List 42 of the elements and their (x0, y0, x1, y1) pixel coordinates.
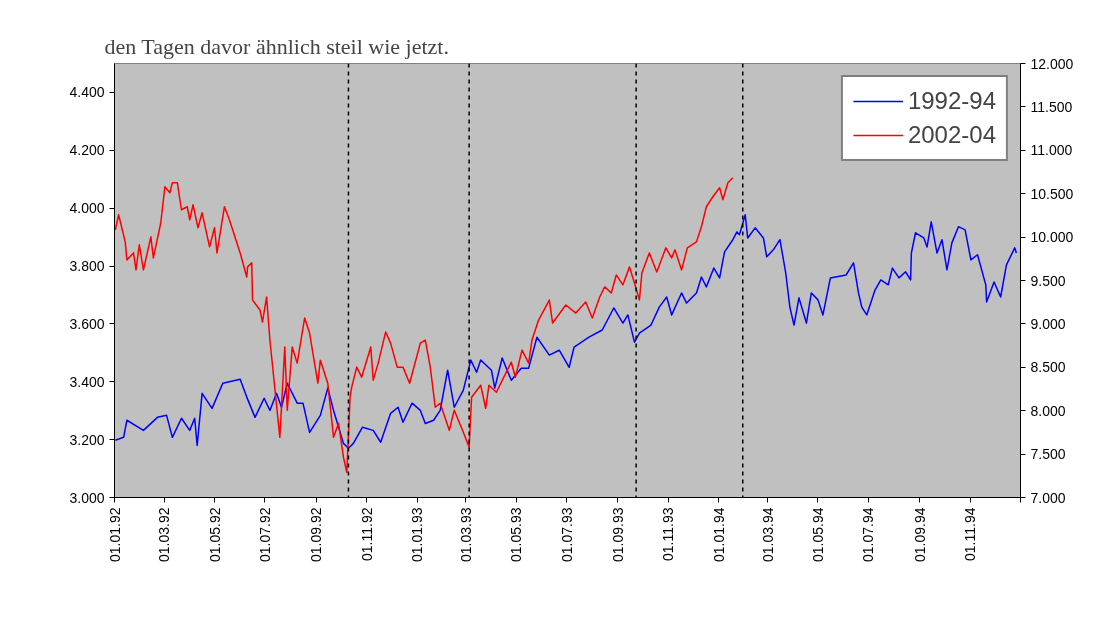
x-tick-label: 01.01.93 (409, 507, 426, 562)
y2-tick-label: 12.000 (1030, 55, 1074, 72)
y2-tick-label: 7.000 (1030, 489, 1066, 506)
y2-tick-label: 10.000 (1030, 229, 1074, 246)
y2-tick-label: 10.500 (1030, 185, 1074, 202)
y-tick-label: 3.200 (69, 431, 105, 448)
line-series (114, 176, 734, 474)
y2-tick-label: 11.500 (1030, 98, 1073, 115)
x-tick-label: 01.09.92 (308, 507, 325, 562)
x-tick-label: 01.05.94 (809, 507, 826, 562)
y-tick-label: 3.600 (69, 315, 105, 332)
x-tick-label: 01.11.92 (358, 507, 375, 561)
x-tick-label: 01.11.94 (962, 507, 979, 561)
x-tick-label: 01.09.94 (911, 507, 928, 562)
y-tick-label: 3.800 (69, 258, 105, 275)
y2-tick-label: 11.000 (1030, 142, 1073, 159)
y2-tick-label: 9.000 (1030, 315, 1066, 332)
y2-tick-label: 8.500 (1030, 359, 1066, 376)
legend-label: 2002-04 (907, 121, 996, 149)
x-tick-label: 01.07.94 (860, 507, 877, 562)
y2-tick-label: 9.500 (1030, 272, 1066, 289)
y2-tick-label: 8.000 (1030, 402, 1066, 419)
line-series (114, 214, 1018, 450)
x-tick-label: 01.09.93 (609, 507, 626, 562)
y-tick-label: 4.400 (69, 84, 105, 101)
y2-tick-label: 7.500 (1030, 446, 1066, 463)
x-tick-label: 01.11.93 (660, 507, 677, 561)
x-tick-label: 01.07.92 (256, 507, 273, 562)
text: den Tagen davor ähnlich steil wie jetzt. (104, 33, 449, 59)
x-tick-label: 01.07.93 (558, 507, 575, 562)
legend-label: 1992-94 (907, 87, 996, 115)
y-tick-label: 3.400 (69, 373, 105, 390)
x-tick-label: 01.05.92 (206, 507, 223, 562)
x-tick-label: 01.05.93 (508, 507, 525, 562)
x-tick-label: 01.01.92 (106, 507, 123, 562)
y-tick-label: 4.000 (69, 200, 105, 217)
x-tick-label: 01.01.94 (710, 507, 727, 562)
x-tick-label: 01.03.94 (759, 507, 776, 562)
y-tick-label: 3.000 (69, 489, 105, 506)
y-tick-label: 4.200 (69, 142, 105, 159)
x-tick-label: 01.03.92 (156, 507, 173, 562)
x-tick-label: 01.03.93 (457, 507, 474, 562)
